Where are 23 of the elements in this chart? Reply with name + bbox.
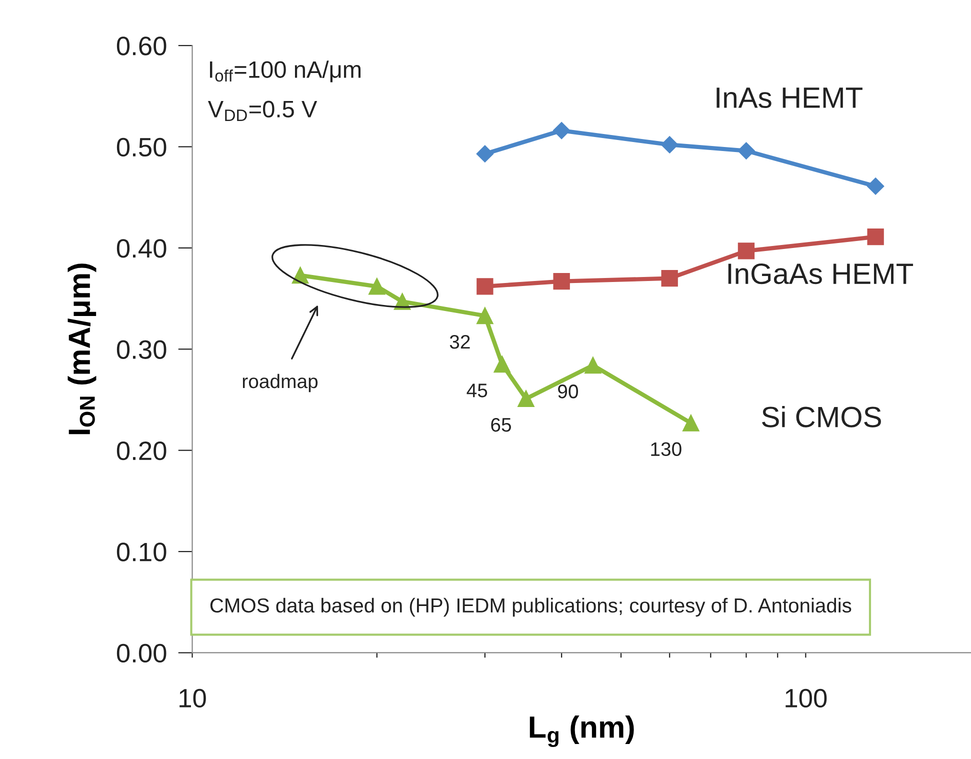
- annotation: V$_{DD}$=0.5 V: [208, 100, 318, 121]
- y-tick-label: 0.00: [116, 644, 166, 663]
- y-tick-label: 0.30: [116, 340, 166, 359]
- annotation: roadmap: [242, 374, 318, 392]
- series-label: InAs HEMT: [716, 88, 862, 108]
- x-axis-title: L$_{g}$ (nm): [530, 716, 634, 748]
- annotation: 65: [491, 418, 511, 432]
- annotation: CMOS data based on (HP) IEDM publications; courtesy of D. Antoniadis: [210, 598, 852, 617]
- annotation: 32: [450, 334, 470, 349]
- y-tick-label: 0.50: [116, 138, 166, 157]
- text: Si CMOS: [762, 406, 881, 428]
- annotation: 90: [558, 384, 578, 398]
- y-tick-label: 0.10: [116, 542, 166, 562]
- y-tick-label: 0.20: [116, 441, 166, 460]
- annotation: I$_{off}$=100 nA/μm: [210, 60, 361, 82]
- annotation: 45: [466, 384, 488, 398]
- x-tick-label: 100: [786, 688, 827, 708]
- series-label: InGaAs HEMT: [728, 263, 914, 284]
- y-axis-title: I$_{ON}$ (mA/μm): [68, 264, 96, 434]
- y-tick-label: 0.40: [116, 239, 166, 258]
- y-tick-label: 0.60: [116, 36, 166, 56]
- annotation: 130: [651, 442, 682, 456]
- x-tick-label: 10: [180, 688, 206, 708]
